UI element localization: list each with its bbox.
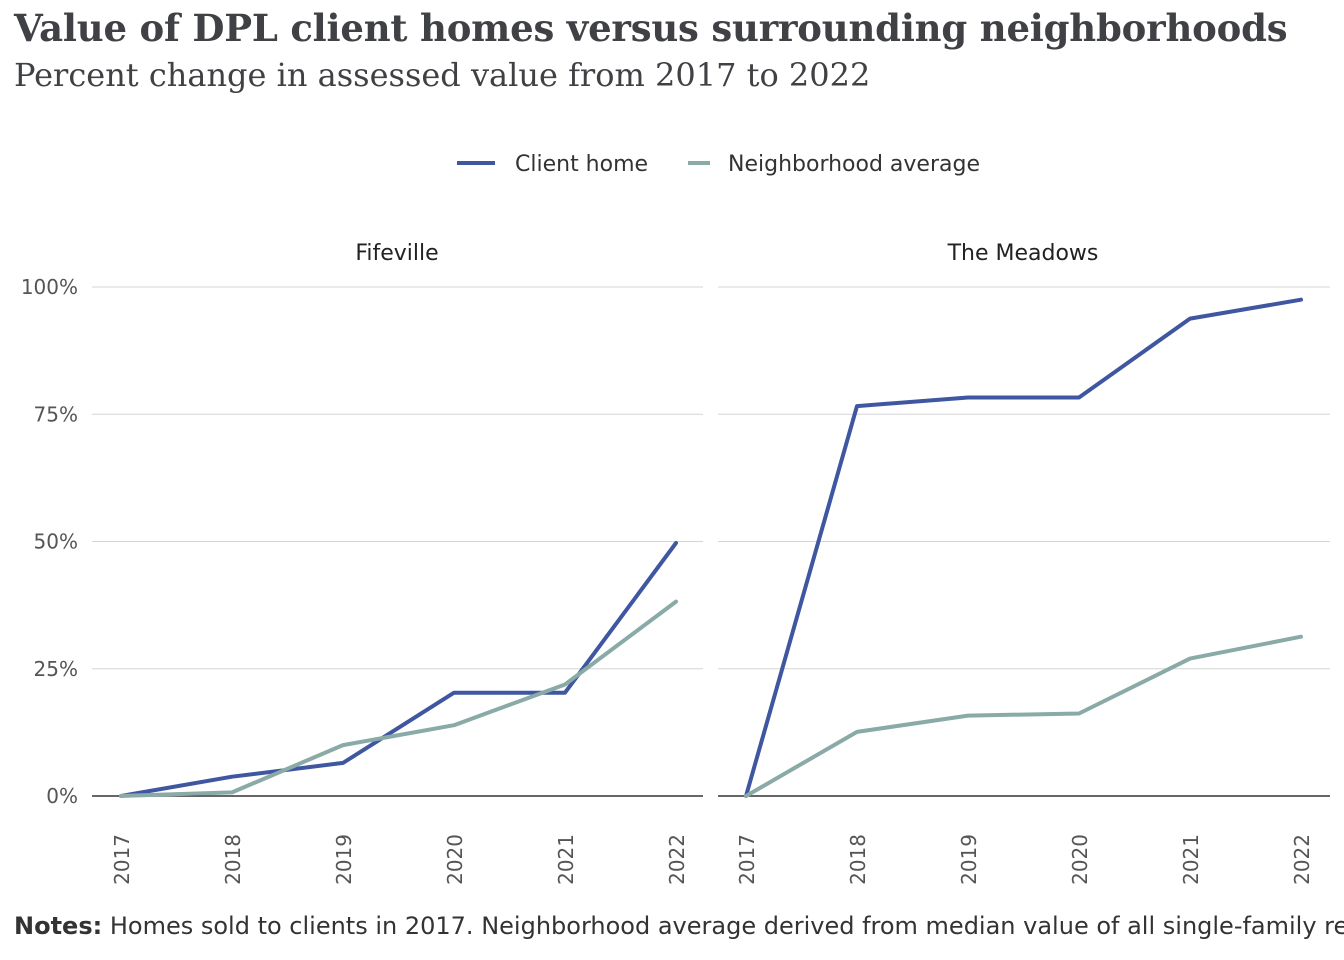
notes: Notes: Homes sold to clients in 2017. Ne… — [14, 912, 1344, 940]
chart-title: Value of DPL client homes versus surroun… — [14, 6, 1288, 50]
x-tick-label-0-5: 2022 — [665, 834, 689, 885]
x-tick-label-1-0: 2017 — [735, 834, 759, 885]
y-tick-label-3: 75% — [34, 402, 78, 426]
y-tick-label-0: 0% — [46, 784, 78, 808]
notes-label: Notes: — [14, 912, 103, 940]
series-line-1-0 — [744, 297, 1303, 798]
y-tick-label-4: 100% — [21, 275, 78, 299]
x-tick-label-0-3: 2020 — [443, 834, 467, 885]
x-tick-label-1-1: 2018 — [846, 834, 870, 885]
x-tick-label-1-4: 2021 — [1179, 834, 1203, 885]
facet-label-0: Fifeville — [355, 241, 438, 266]
x-tick-label-0-0: 2017 — [110, 834, 134, 885]
chart-subtitle: Percent change in assessed value from 20… — [14, 56, 871, 94]
x-tick-label-0-4: 2021 — [554, 834, 578, 885]
y-tick-label-2: 50% — [34, 530, 78, 554]
y-tick-label-1: 25% — [34, 657, 78, 681]
legend-label-0: Client home — [515, 152, 648, 177]
x-tick-label-0-1: 2018 — [221, 834, 245, 885]
series-line-1-1 — [744, 634, 1303, 798]
facet-label-1: The Meadows — [947, 241, 1099, 266]
x-tick-label-1-2: 2019 — [957, 834, 981, 885]
series-line-0-1 — [119, 599, 678, 798]
x-tick-label-1-3: 2020 — [1068, 834, 1092, 885]
x-tick-label-1-5: 2022 — [1290, 834, 1314, 885]
x-tick-label-0-2: 2019 — [332, 834, 356, 885]
legend-label-1: Neighborhood average — [728, 152, 980, 177]
series-line-0-0 — [119, 541, 678, 798]
notes-text: Homes sold to clients in 2017. Neighborh… — [102, 912, 1344, 940]
